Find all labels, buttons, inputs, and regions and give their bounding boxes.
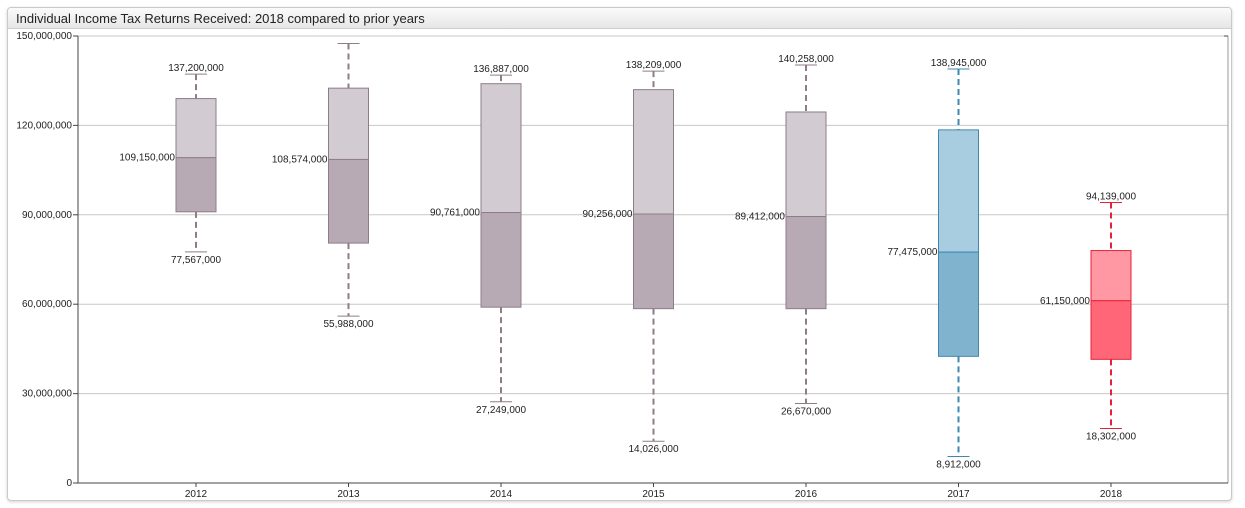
y-tick-label: 90,000,000 <box>22 210 72 221</box>
chart-title: Individual Income Tax Returns Received: … <box>16 11 425 26</box>
x-tick-label: 2013 <box>337 489 360 500</box>
y-tick-label: 60,000,000 <box>22 299 72 310</box>
min-label: 27,249,000 <box>476 405 526 416</box>
median-label: 109,150,000 <box>119 153 175 164</box>
max-label: 94,139,000 <box>1086 191 1136 202</box>
x-tick-label: 2017 <box>947 489 970 500</box>
max-label: 136,887,000 <box>473 64 529 75</box>
max-label: 138,945,000 <box>931 58 987 69</box>
y-tick-label: 120,000,000 <box>16 120 72 131</box>
median-label: 77,475,000 <box>887 247 937 258</box>
box-upper-half <box>938 129 979 253</box>
y-tick-label: 30,000,000 <box>22 389 72 400</box>
max-label: 137,200,000 <box>168 63 224 74</box>
median-label: 89,412,000 <box>735 212 785 223</box>
x-tick-label: 2016 <box>795 489 818 500</box>
box-upper-half <box>175 98 217 159</box>
x-tick-label: 2012 <box>185 489 208 500</box>
box-lower-half <box>480 212 522 308</box>
min-label: 18,302,000 <box>1086 431 1136 442</box>
box-upper-half <box>633 89 674 215</box>
y-tick-label: 150,000,000 <box>16 31 72 42</box>
median-label: 90,761,000 <box>430 208 480 219</box>
box-lower-half <box>328 158 369 244</box>
x-tick-label: 2015 <box>642 489 665 500</box>
box-lower-half <box>175 157 217 213</box>
chart-panel: Individual Income Tax Returns Received: … <box>7 7 1232 501</box>
min-label: 55,988,000 <box>323 319 373 330</box>
box-upper-half <box>480 83 522 214</box>
max-label: 140,258,000 <box>778 54 834 65</box>
x-tick-label: 2014 <box>490 489 513 500</box>
min-label: 77,567,000 <box>171 255 221 266</box>
max-label: 138,209,000 <box>626 60 682 71</box>
median-label: 90,256,000 <box>582 209 632 220</box>
box-lower-half <box>785 216 827 310</box>
median-label: 108,574,000 <box>272 154 328 165</box>
median-label: 61,150,000 <box>1040 296 1090 307</box>
y-tick-label: 0 <box>66 478 72 489</box>
x-tick-label: 2018 <box>1100 489 1123 500</box>
title-bar: Individual Income Tax Returns Received: … <box>8 8 1231 29</box>
min-label: 14,026,000 <box>628 444 678 455</box>
min-label: 8,912,000 <box>936 459 981 470</box>
box-lower-half <box>633 213 674 310</box>
box-lower-half <box>938 251 979 357</box>
box-upper-half <box>328 87 369 160</box>
box-lower-half <box>1090 300 1132 360</box>
min-label: 26,670,000 <box>781 407 831 418</box>
box-upper-half <box>785 111 827 218</box>
box-upper-half <box>1090 250 1132 302</box>
box-plot-chart: 0 30,000,000 60,000,000 90,000,000 120,000,0… <box>16 31 1229 500</box>
